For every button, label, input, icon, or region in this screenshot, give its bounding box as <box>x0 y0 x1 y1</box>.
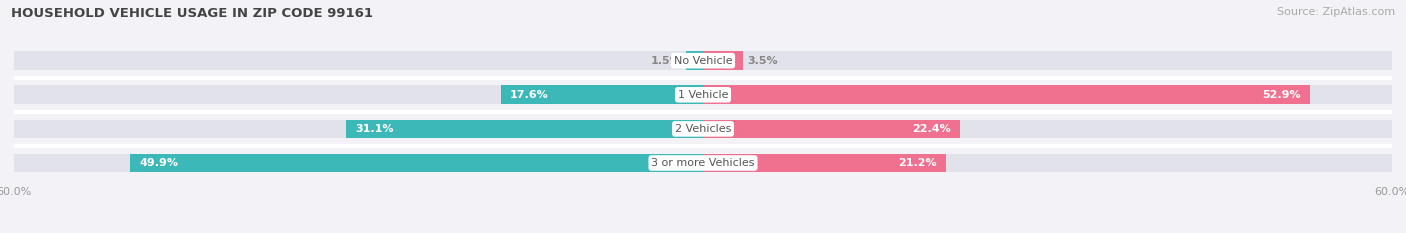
Text: No Vehicle: No Vehicle <box>673 56 733 66</box>
Bar <box>703 51 1392 70</box>
Text: 22.4%: 22.4% <box>912 124 950 134</box>
Text: 31.1%: 31.1% <box>356 124 394 134</box>
Text: 3.5%: 3.5% <box>748 56 779 66</box>
Bar <box>129 154 703 172</box>
Bar <box>703 120 1392 138</box>
Bar <box>14 51 703 70</box>
Bar <box>686 51 703 70</box>
Bar <box>14 154 703 172</box>
Bar <box>346 120 703 138</box>
Bar <box>14 86 703 104</box>
Text: HOUSEHOLD VEHICLE USAGE IN ZIP CODE 99161: HOUSEHOLD VEHICLE USAGE IN ZIP CODE 9916… <box>11 7 373 20</box>
Bar <box>703 154 1392 172</box>
Text: 17.6%: 17.6% <box>510 90 548 100</box>
Text: 1.5%: 1.5% <box>651 56 681 66</box>
Bar <box>14 120 703 138</box>
Bar <box>703 120 960 138</box>
Text: 2 Vehicles: 2 Vehicles <box>675 124 731 134</box>
Bar <box>501 86 703 104</box>
Text: Source: ZipAtlas.com: Source: ZipAtlas.com <box>1277 7 1395 17</box>
Text: 1 Vehicle: 1 Vehicle <box>678 90 728 100</box>
Text: 3 or more Vehicles: 3 or more Vehicles <box>651 158 755 168</box>
Bar <box>703 86 1310 104</box>
Text: 49.9%: 49.9% <box>139 158 179 168</box>
Text: 52.9%: 52.9% <box>1263 90 1301 100</box>
Text: 21.2%: 21.2% <box>898 158 938 168</box>
Bar <box>703 51 744 70</box>
Bar <box>703 86 1392 104</box>
Bar <box>703 154 946 172</box>
